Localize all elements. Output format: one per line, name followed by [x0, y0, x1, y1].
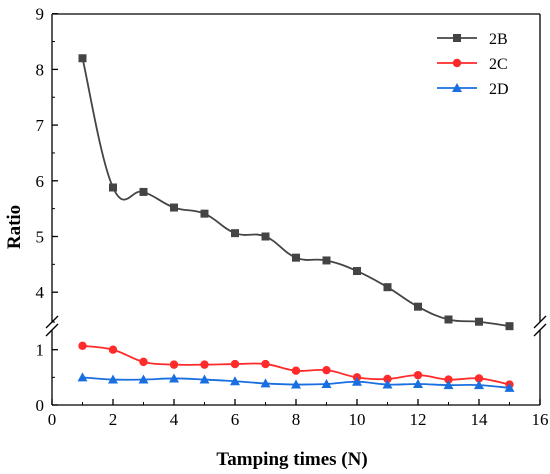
- data-point-2b: [78, 54, 87, 63]
- legend-marker-2b: [453, 34, 461, 42]
- legend-marker-2c: [452, 58, 462, 68]
- data-point-2b: [139, 187, 148, 196]
- data-point-2c: [261, 359, 270, 369]
- x-tick-label: 8: [292, 410, 301, 429]
- data-point-2d: [291, 379, 301, 389]
- x-tick-label: 12: [410, 410, 427, 429]
- data-point-2b: [414, 302, 422, 311]
- data-point-2b: [353, 267, 361, 276]
- data-point-2c: [413, 370, 423, 380]
- legend-label-2d: 2D: [489, 81, 509, 98]
- data-point-2d: [382, 379, 393, 389]
- data-point-2c: [108, 345, 118, 354]
- x-axis-title: Tamping times (N): [216, 449, 367, 470]
- y-tick-label: 1: [36, 341, 45, 360]
- x-tick-label: 14: [471, 410, 489, 429]
- x-tick-label: 6: [231, 410, 240, 429]
- data-point-2d: [260, 378, 271, 388]
- data-point-2d: [199, 374, 210, 384]
- data-point-2c: [474, 374, 484, 383]
- legend-label-2b: 2B: [489, 31, 508, 48]
- data-point-2d: [352, 376, 362, 386]
- data-point-2d: [321, 378, 332, 388]
- data-point-2d: [108, 374, 118, 384]
- axis-break-mark-right: [533, 323, 547, 337]
- data-point-2b: [505, 322, 514, 331]
- x-tick-label: 10: [349, 410, 366, 429]
- data-point-2d: [169, 373, 179, 383]
- data-point-2c: [200, 360, 209, 369]
- data-point-2b: [261, 232, 270, 241]
- x-tick-label: 0: [48, 410, 57, 429]
- data-point-2c: [322, 365, 331, 375]
- data-point-2b: [475, 317, 483, 326]
- legend-marker-2d: [452, 83, 462, 92]
- data-point-2b: [109, 183, 117, 192]
- data-point-2d: [77, 372, 88, 382]
- y-tick-label: 9: [36, 5, 45, 24]
- data-point-2b: [322, 256, 331, 265]
- y-tick-label: 0: [36, 396, 45, 415]
- data-point-2c: [230, 359, 240, 369]
- data-point-2b: [231, 229, 239, 238]
- y-tick-label: 7: [36, 116, 45, 135]
- y-tick-label: 8: [36, 60, 45, 79]
- axis-break-mark-left: [45, 323, 59, 337]
- data-point-2b: [170, 203, 178, 212]
- y-tick-label: 5: [36, 228, 45, 247]
- y-tick-label: 6: [36, 172, 45, 191]
- data-point-2b: [444, 315, 453, 324]
- data-point-2c: [78, 341, 87, 351]
- data-point-2d: [230, 376, 240, 386]
- data-point-2c: [291, 366, 301, 375]
- data-point-2d: [138, 374, 149, 384]
- data-point-2c: [139, 357, 148, 367]
- data-point-2b: [292, 253, 300, 262]
- y-axis-title: Ratio: [4, 205, 25, 249]
- data-point-2c: [169, 360, 179, 369]
- data-point-2c: [444, 375, 453, 384]
- y-tick-label: 4: [36, 283, 45, 302]
- x-tick-label: 4: [170, 410, 179, 429]
- legend-label-2c: 2C: [489, 56, 508, 73]
- data-point-2b: [200, 209, 209, 218]
- x-tick-label: 16: [532, 410, 549, 429]
- x-tick-label: 2: [109, 410, 118, 429]
- data-point-2b: [383, 283, 392, 292]
- data-point-2c: [383, 374, 392, 384]
- axis-break-mark-right: [533, 315, 547, 329]
- data-point-2d: [504, 382, 515, 392]
- data-point-2d: [413, 378, 423, 388]
- data-point-2d: [443, 380, 454, 390]
- data-point-2d: [474, 380, 484, 390]
